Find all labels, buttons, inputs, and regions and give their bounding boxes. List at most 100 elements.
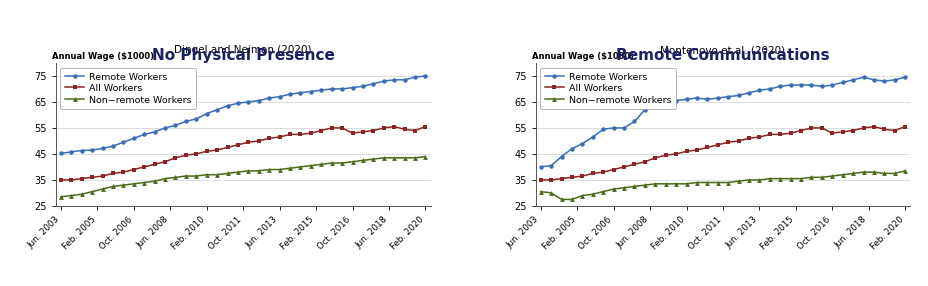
All Workers: [670, 152, 681, 156]
Remote Workers: [97, 147, 108, 150]
Remote Workers: [264, 96, 275, 100]
All Workers: [378, 126, 389, 130]
Remote Workers: [774, 85, 785, 88]
All Workers: [326, 126, 337, 130]
Remote Workers: [378, 80, 389, 83]
All Workers: [201, 150, 213, 153]
All Workers: [108, 172, 119, 175]
Line: Non−remote Workers: Non−remote Workers: [58, 154, 428, 199]
Line: Remote Workers: Remote Workers: [538, 75, 907, 169]
All Workers: [86, 176, 97, 179]
All Workers: [388, 125, 399, 128]
Remote Workers: [346, 86, 357, 89]
Remote Workers: [566, 147, 577, 150]
Non−remote Workers: [806, 176, 817, 179]
Non−remote Workers: [294, 165, 305, 169]
All Workers: [784, 131, 795, 135]
All Workers: [97, 174, 108, 178]
All Workers: [284, 133, 295, 136]
All Workers: [419, 125, 431, 128]
Non−remote Workers: [690, 181, 702, 184]
Remote Workers: [336, 87, 347, 91]
Remote Workers: [878, 80, 889, 83]
All Workers: [868, 125, 879, 128]
All Workers: [336, 126, 347, 130]
Non−remote Workers: [545, 191, 556, 195]
Remote Workers: [628, 120, 639, 123]
Non−remote Workers: [608, 187, 619, 191]
All Workers: [608, 168, 619, 171]
Remote Workers: [701, 98, 712, 101]
Line: All Workers: All Workers: [58, 124, 427, 182]
Non−remote Workers: [378, 156, 389, 160]
Non−remote Workers: [316, 163, 327, 166]
All Workers: [556, 177, 567, 180]
Title: Remote Communications: Remote Communications: [615, 48, 829, 63]
All Workers: [628, 163, 639, 166]
Remote Workers: [274, 95, 285, 98]
Non−remote Workers: [274, 168, 285, 171]
Text: Montenovo et al. (2020): Montenovo et al. (2020): [660, 45, 785, 55]
Remote Workers: [556, 155, 567, 158]
Remote Workers: [170, 124, 181, 127]
Non−remote Workers: [701, 181, 712, 184]
Remote Workers: [326, 87, 337, 91]
Non−remote Workers: [264, 168, 275, 171]
All Workers: [190, 152, 201, 156]
Non−remote Workers: [742, 178, 754, 182]
Remote Workers: [794, 83, 806, 87]
All Workers: [566, 176, 577, 179]
Remote Workers: [180, 120, 191, 123]
Remote Workers: [690, 96, 702, 100]
Non−remote Workers: [888, 172, 899, 175]
Remote Workers: [398, 78, 409, 82]
Non−remote Workers: [419, 155, 431, 158]
All Workers: [316, 129, 327, 132]
Remote Workers: [753, 88, 764, 92]
All Workers: [264, 137, 275, 140]
Non−remote Workers: [638, 183, 650, 187]
Remote Workers: [253, 99, 264, 102]
Non−remote Workers: [336, 161, 347, 165]
Non−remote Workers: [253, 169, 264, 172]
Non−remote Workers: [232, 170, 243, 174]
Non−remote Workers: [242, 169, 253, 172]
Non−remote Workers: [190, 174, 201, 178]
Non−remote Workers: [846, 172, 857, 175]
Non−remote Workers: [367, 157, 379, 161]
All Workers: [545, 178, 556, 182]
All Workers: [180, 154, 191, 157]
Non−remote Workers: [816, 176, 827, 179]
Remote Workers: [367, 82, 379, 86]
All Workers: [806, 126, 817, 130]
All Workers: [118, 170, 129, 174]
Non−remote Workers: [128, 182, 139, 186]
All Workers: [222, 146, 233, 149]
Non−remote Workers: [722, 181, 733, 184]
All Workers: [212, 148, 223, 152]
Non−remote Workers: [764, 177, 775, 180]
Remote Workers: [586, 135, 598, 139]
Non−remote Workers: [212, 173, 223, 176]
Non−remote Workers: [346, 160, 357, 163]
Remote Workers: [316, 88, 327, 92]
Non−remote Workers: [284, 166, 295, 170]
Non−remote Workers: [305, 164, 316, 167]
Non−remote Workers: [857, 170, 869, 174]
All Workers: [76, 177, 87, 180]
Non−remote Workers: [398, 156, 409, 160]
All Workers: [56, 178, 67, 182]
Remote Workers: [535, 165, 546, 169]
All Workers: [242, 140, 253, 144]
All Workers: [888, 129, 899, 132]
Remote Workers: [826, 83, 837, 87]
All Workers: [794, 129, 806, 132]
Line: All Workers: All Workers: [538, 124, 907, 182]
Non−remote Workers: [556, 198, 567, 201]
All Workers: [232, 143, 243, 146]
Non−remote Workers: [732, 180, 743, 183]
Non−remote Workers: [680, 182, 691, 186]
Remote Workers: [597, 128, 608, 131]
Remote Workers: [305, 90, 316, 93]
Remote Workers: [608, 126, 619, 130]
